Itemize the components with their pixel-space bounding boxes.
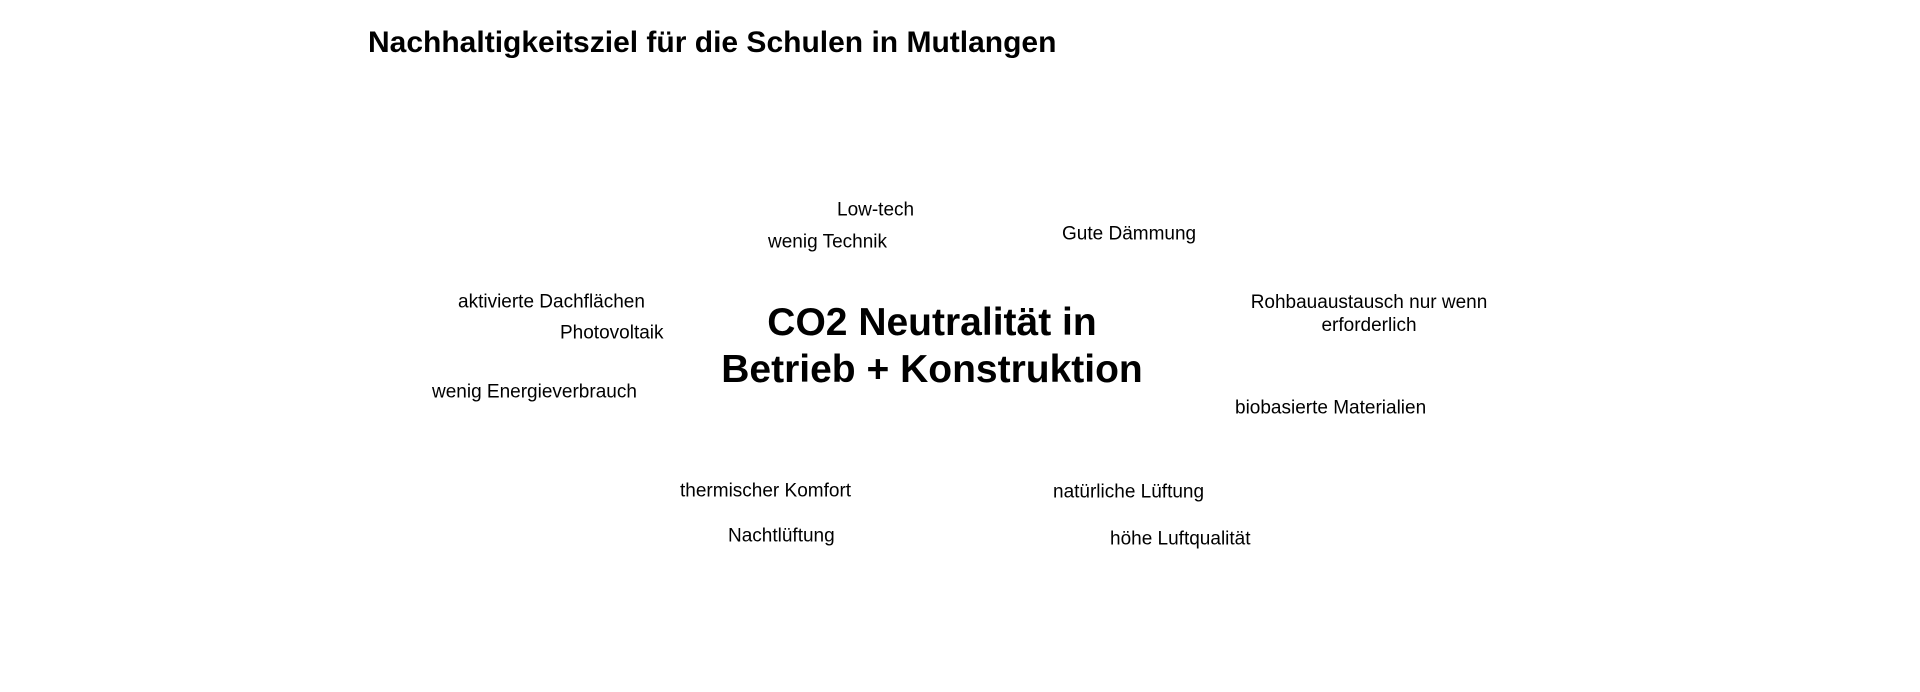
slide-title: Nachhaltigkeitsziel für die Schulen in M… (368, 26, 1057, 59)
keyword-hoehe-luftqualitaet: höhe Luftqualität (1110, 528, 1251, 550)
keyword-rohbauaustausch: Rohbauaustausch nur wenn erforderlich (1251, 291, 1488, 337)
keyword-photovoltaik: Photovoltaik (560, 322, 664, 344)
keyword-rohbauaustausch-line1: Rohbauaustausch nur wenn (1250, 292, 1488, 313)
central-goal: CO2 Neutralität in Betrieb + Konstruktio… (721, 299, 1142, 393)
keyword-aktivierte-dachflaechen: aktivierte Dachflächen (458, 291, 645, 313)
keyword-low-tech: Low-tech (837, 199, 915, 221)
keyword-gute-daemmung: Gute Dämmung (1062, 223, 1197, 245)
keyword-rohbauaustausch-line2: erforderlich (1321, 315, 1417, 336)
keyword-thermischer-komfort: thermischer Komfort (680, 480, 852, 502)
keyword-wenig-technik: wenig Technik (768, 231, 888, 253)
central-goal-line1: CO2 Neutralität in (767, 301, 1097, 344)
central-goal-line2: Betrieb + Konstruktion (721, 348, 1143, 391)
keyword-natuerliche-lueftung: natürliche Lüftung (1053, 481, 1205, 503)
keyword-wenig-energieverbrauch: wenig Energieverbrauch (432, 381, 637, 403)
keyword-nachtlueftung: Nachtlüftung (728, 525, 835, 547)
keyword-biobasierte-materialien: biobasierte Materialien (1235, 397, 1427, 419)
